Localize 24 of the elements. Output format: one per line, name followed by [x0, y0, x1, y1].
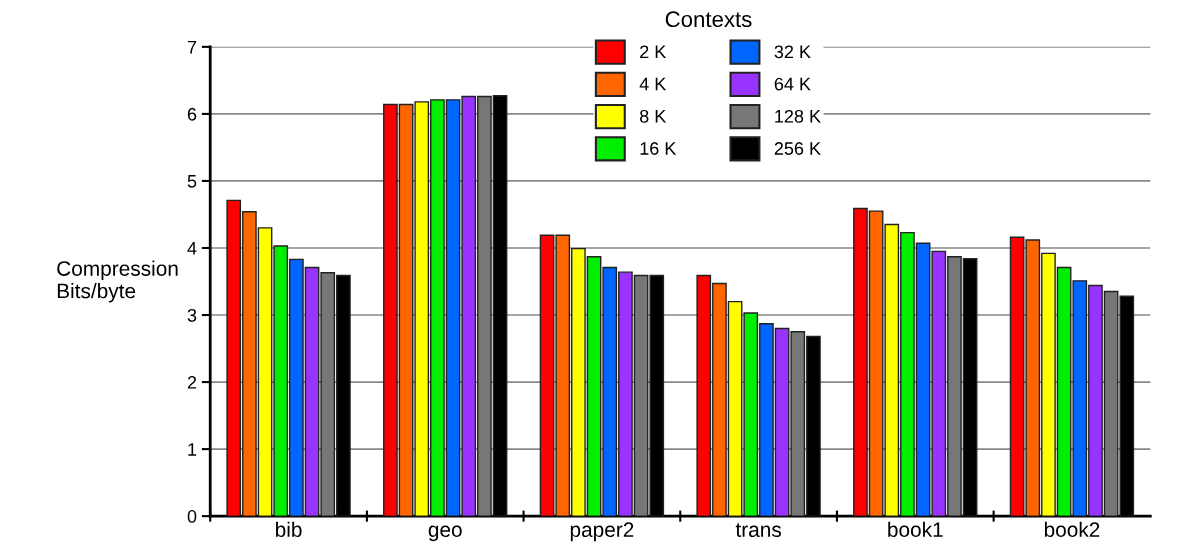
legend-label: 64 K	[774, 77, 811, 91]
legend-label: 2 K	[640, 45, 667, 59]
x-tick-label: bib	[276, 521, 302, 538]
x-tick-label: book2	[1044, 521, 1100, 538]
legend-title: Contexts	[665, 11, 752, 28]
legend-label: 128 K	[775, 109, 821, 123]
y-tick-label: 3	[187, 308, 197, 322]
legend-label: 16 K	[640, 142, 677, 155]
x-tick-label: paper2	[570, 522, 634, 542]
y-tick-label: 0	[187, 510, 197, 523]
y-tick-label: 4	[187, 242, 197, 255]
legend-label: 32 K	[774, 45, 811, 59]
x-tick-label: geo	[428, 525, 462, 542]
legend-label: 4 K	[639, 77, 667, 91]
y-tick-label: 7	[187, 40, 197, 54]
legend-label: 256 K	[774, 142, 821, 155]
legend-label: 8 K	[640, 109, 667, 123]
y-tick-label: 5	[187, 175, 197, 188]
y-tick-label: 1	[188, 443, 197, 456]
x-tick-label: trans	[735, 523, 781, 538]
y-tick-label: 6	[187, 107, 197, 121]
x-tick-label: book1	[888, 521, 943, 538]
y-tick-label: 2	[187, 376, 197, 389]
y-axis-title: Compression Bits/byte	[57, 260, 178, 303]
